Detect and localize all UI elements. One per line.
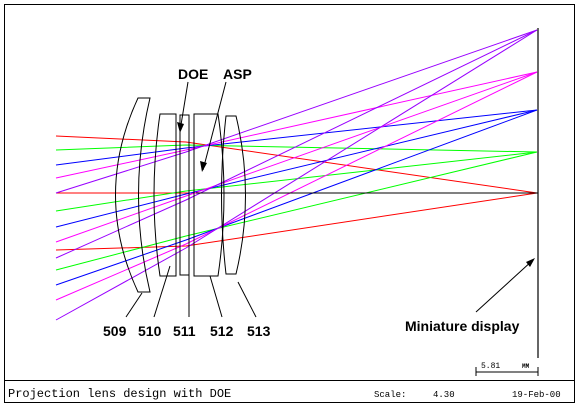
- asp-leader: [202, 81, 227, 171]
- ray-2-1: [55, 109, 538, 228]
- leader-509: [125, 292, 143, 318]
- leader-512: [209, 275, 223, 318]
- lens-511-label: 511: [173, 323, 196, 339]
- ray-2-2: [55, 109, 538, 286]
- display-leader: [475, 259, 534, 313]
- asp-label: ASP: [223, 66, 252, 82]
- display-arrowhead: [526, 258, 535, 267]
- lens-510: [153, 113, 177, 277]
- ray-3-1: [55, 71, 538, 243]
- scale-value: 4.30: [433, 390, 455, 400]
- ray-3-2: [55, 71, 538, 301]
- leader-510: [153, 265, 171, 318]
- ray-2-0: [55, 109, 538, 166]
- doe-arrowhead: [177, 122, 184, 133]
- ray-traces: [55, 29, 538, 321]
- ray-1-1: [55, 151, 538, 212]
- ray-0-2: [55, 192, 538, 251]
- scale-bar-value: 5.81: [481, 362, 500, 371]
- miniature-display-label: Miniature display: [405, 318, 520, 334]
- ray-1-0: [55, 144, 538, 153]
- leader-513: [237, 281, 257, 318]
- callout-leaders: [125, 81, 534, 318]
- lens-512-label: 512: [210, 323, 234, 339]
- asp-arrowhead: [200, 161, 207, 172]
- doe-label: DOE: [178, 66, 208, 82]
- lens-513-asp: [221, 115, 246, 275]
- scale-label: Scale:: [374, 390, 406, 400]
- callout-arrowheads: [177, 122, 535, 267]
- ray-0-0: [55, 135, 538, 194]
- lens-512: [193, 113, 225, 277]
- ray-4-0: [55, 29, 538, 194]
- plot-date: 19-Feb-00: [512, 390, 561, 400]
- ray-4-1: [55, 29, 538, 259]
- lens-510-label: 510: [138, 323, 162, 339]
- scale-bar: 5.81 MM: [475, 362, 539, 376]
- design-title: Projection lens design with DOE: [8, 387, 231, 401]
- scale-bar-unit: MM: [522, 363, 530, 370]
- lens-509: [115, 97, 151, 293]
- ray-3-0: [55, 71, 538, 179]
- diagram-frame: [4, 4, 575, 403]
- lens-513-label: 513: [247, 323, 271, 339]
- lens-509-label: 509: [103, 323, 127, 339]
- ray-1-2: [55, 151, 538, 271]
- doe-leader: [179, 81, 189, 132]
- ray-4-2: [55, 29, 538, 321]
